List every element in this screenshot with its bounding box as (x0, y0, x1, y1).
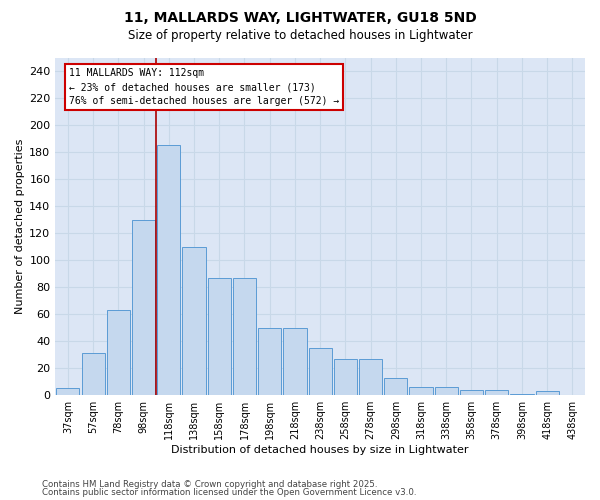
Bar (511, 394, 533, 395)
Bar (460, 390, 483, 395)
Text: 11 MALLARDS WAY: 112sqm
← 23% of detached houses are smaller (173)
76% of semi-d: 11 MALLARDS WAY: 112sqm ← 23% of detache… (69, 68, 340, 106)
Bar (157, 146, 181, 395)
Bar (82, 354, 105, 395)
Bar (283, 328, 307, 395)
Bar (233, 278, 256, 395)
Bar (359, 358, 382, 395)
Text: Size of property relative to detached houses in Lightwater: Size of property relative to detached ho… (128, 29, 472, 42)
Text: Contains HM Land Registry data © Crown copyright and database right 2025.: Contains HM Land Registry data © Crown c… (42, 480, 377, 489)
Bar (56, 388, 79, 395)
Bar (107, 310, 130, 395)
Text: 11, MALLARDS WAY, LIGHTWATER, GU18 5ND: 11, MALLARDS WAY, LIGHTWATER, GU18 5ND (124, 12, 476, 26)
Bar (485, 390, 508, 395)
Bar (208, 278, 231, 395)
Bar (334, 358, 357, 395)
Bar (132, 220, 155, 395)
Bar (409, 387, 433, 395)
Y-axis label: Number of detached properties: Number of detached properties (15, 138, 25, 314)
Bar (384, 378, 407, 395)
Bar (434, 387, 458, 395)
Bar (308, 348, 332, 395)
Bar (258, 328, 281, 395)
Bar (536, 391, 559, 395)
Bar (182, 246, 206, 395)
X-axis label: Distribution of detached houses by size in Lightwater: Distribution of detached houses by size … (172, 445, 469, 455)
Text: Contains public sector information licensed under the Open Government Licence v3: Contains public sector information licen… (42, 488, 416, 497)
